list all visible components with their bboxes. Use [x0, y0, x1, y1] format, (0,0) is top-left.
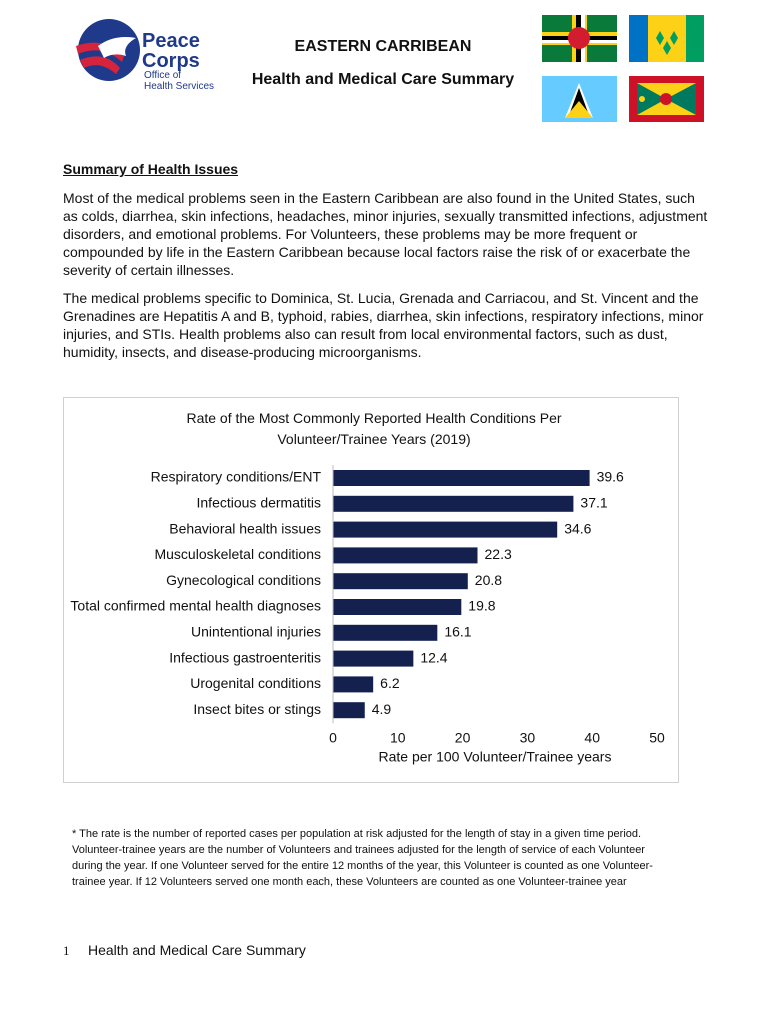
y-tick-label: Total confirmed mental health diagnoses	[70, 598, 321, 614]
bar	[333, 495, 574, 512]
bar	[333, 624, 438, 641]
chart-frame: 0 10 20 30 40 50 Rate per 100 Volunteer/Traine…	[63, 397, 679, 783]
logo-text: Peace Corps	[142, 31, 200, 71]
x-tick-label: 0	[329, 730, 337, 746]
y-tick-label: Gynecological conditions	[166, 572, 321, 588]
chart: 0 10 20 30 40 50 Rate per 100 Volunteer/Traine…	[70, 465, 665, 765]
footer-text: Health and Medical Care Summary	[88, 942, 306, 958]
data-label: 20.8	[475, 572, 502, 588]
chart-title: Rate of the Most Commonly Reported Healt…	[186, 410, 562, 447]
bar	[333, 650, 414, 667]
flag-st-vincent	[629, 15, 704, 62]
x-tick-label: 10	[390, 730, 406, 746]
paragraph: The medical problems specific to Dominic…	[63, 290, 704, 360]
y-tick-label: Musculoskeletal conditions	[154, 546, 321, 562]
x-tick-label: 40	[584, 730, 600, 746]
data-label: 37.1	[580, 495, 607, 511]
footnote: * The rate is the number of reported cas…	[72, 828, 653, 888]
data-label: 12.4	[420, 649, 447, 665]
y-tick-label: Urogenital conditions	[190, 675, 321, 691]
flag-st-lucia	[542, 76, 617, 122]
y-tick-label: Infectious dermatitis	[197, 495, 322, 511]
x-tick-label: 30	[520, 730, 536, 746]
y-tick-label: Respiratory conditions/ENT	[151, 469, 322, 485]
y-tick-label: Unintentional injuries	[191, 624, 321, 640]
y-tick-label: Behavioral health issues	[169, 520, 321, 536]
logo-emblem	[76, 19, 140, 81]
logo-line: Health Services	[144, 81, 215, 92]
logo-subtext: Office of Health Services	[144, 70, 214, 92]
doc-title: EASTERN CARRIBEAN	[294, 38, 472, 55]
logo-line: Corps	[142, 50, 200, 72]
bar	[333, 521, 558, 538]
bar	[333, 470, 590, 486]
section-heading: Summary of Health Issues	[63, 161, 239, 177]
data-label: 16.1	[444, 624, 471, 640]
doc-subtitle: Health and Medical Care Summary	[251, 71, 515, 88]
y-tick-label: Infectious gastroenteritis	[169, 649, 321, 665]
x-tick-label: 50	[649, 730, 665, 746]
bar	[333, 599, 462, 615]
data-label: 34.6	[564, 520, 591, 536]
bar	[333, 573, 468, 590]
data-label: 19.8	[468, 598, 495, 614]
flags	[542, 15, 704, 122]
paragraph: Most of the medical problems seen in the…	[63, 190, 708, 278]
bar	[333, 702, 365, 719]
logo-line: Office of	[144, 70, 182, 81]
x-tick-label: 20	[455, 730, 471, 746]
logo-line: Peace	[142, 30, 200, 52]
bar	[333, 547, 478, 564]
data-label: 22.3	[485, 546, 512, 562]
x-axis-label: Rate per 100 Volunteer/Trainee years	[379, 749, 612, 765]
flag-grenada	[629, 76, 704, 122]
y-tick-label: Insect bites or stings	[193, 701, 321, 717]
data-label: 4.9	[372, 701, 392, 717]
bar	[333, 676, 374, 693]
page-number: 1	[63, 943, 70, 958]
flag-dominica	[542, 15, 617, 62]
data-label: 6.2	[380, 675, 400, 691]
data-label: 39.6	[597, 469, 624, 485]
